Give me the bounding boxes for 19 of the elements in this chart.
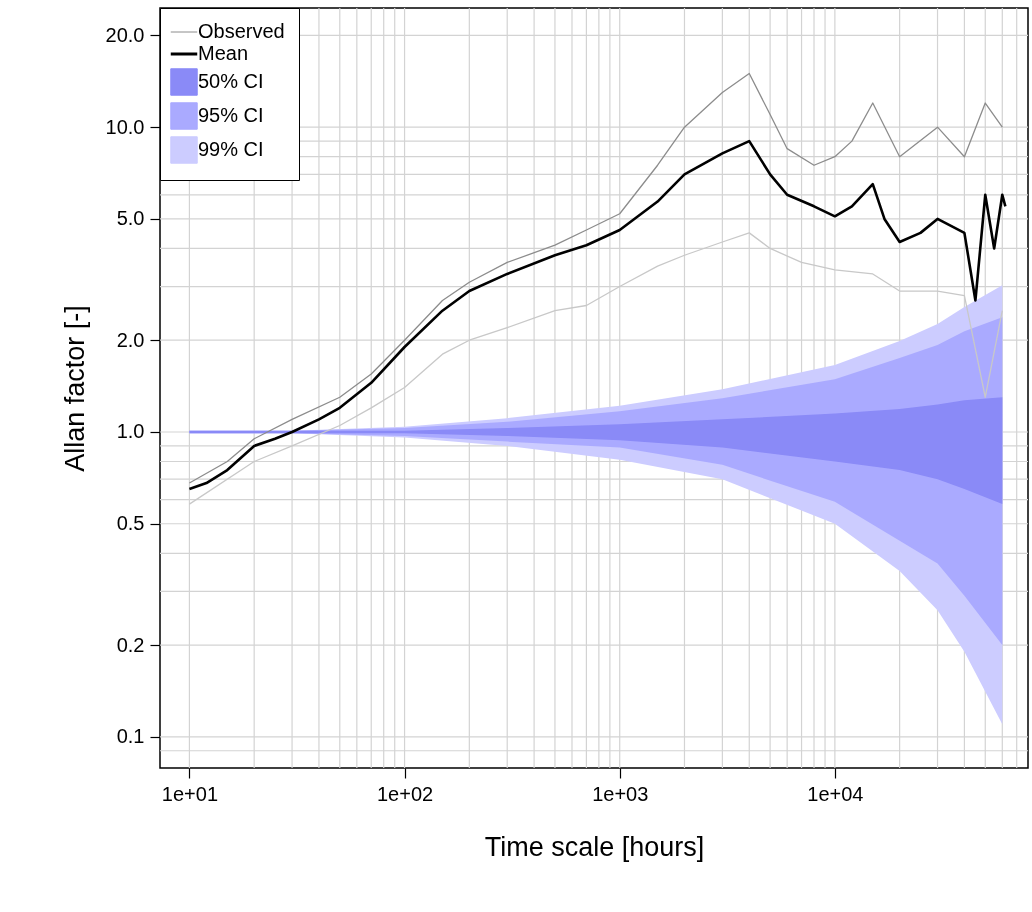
y-tick-label: 0.5 [116, 512, 145, 535]
legend-label: 95% CI [198, 104, 264, 126]
legend-label: Observed [198, 20, 285, 42]
legend-label: 50% CI [198, 70, 264, 92]
legend-label: 99% CI [198, 138, 264, 160]
x-tick-label: 1e+03 [592, 782, 649, 805]
y-tick-label: 20.0 [105, 23, 145, 46]
y-tick-label: 0.1 [116, 725, 145, 748]
x-tick-label: 1e+04 [807, 782, 864, 805]
y-tick-label: 0.2 [116, 633, 145, 656]
y-axis-title: Allan factor [-] [59, 305, 90, 472]
x-tick-label: 1e+01 [161, 782, 218, 805]
y-tick-label: 10.0 [105, 115, 145, 138]
legend-label: Mean [198, 42, 249, 64]
y-tick-label: 1.0 [116, 420, 145, 443]
y-tick-label: 2.0 [116, 328, 145, 351]
y-tick-label: 5.0 [116, 207, 145, 230]
x-tick-label: 1e+02 [376, 782, 434, 805]
x-axis-title: Time scale [hours] [484, 831, 705, 862]
